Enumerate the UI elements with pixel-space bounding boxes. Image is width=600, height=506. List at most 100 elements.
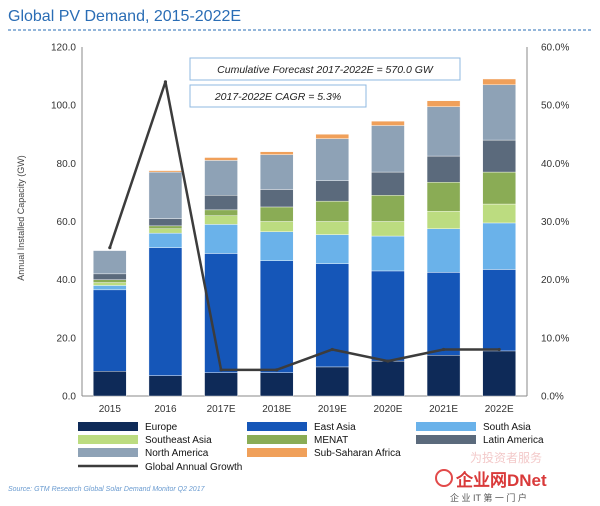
growth-point: [219, 368, 223, 372]
growth-point: [275, 368, 279, 372]
legend-swatch-south-asia: [416, 422, 476, 431]
legend-label-sub-saharan-africa: Sub-Saharan Africa: [314, 448, 401, 459]
bar-segment-south-asia-2020e: [371, 235, 405, 272]
bar-segment-menat-2017e: [204, 209, 238, 216]
bar-segment-menat-2018e: [259, 206, 294, 222]
bar-segment-europe-2018e: [259, 372, 294, 397]
growth-point: [163, 80, 168, 84]
bar-segment-europe-2017e: [204, 372, 238, 397]
bar-segment-north-america-2017e: [204, 160, 238, 196]
y-tick-label: 100.0: [51, 101, 76, 112]
bar-segment-sub-saharan-africa-2017e: [204, 157, 238, 161]
growth-point: [330, 347, 334, 352]
bar-segment-sub-saharan-africa-2019e: [315, 134, 350, 139]
y2-tick-label: 10.0%: [541, 333, 569, 344]
y2-tick-label: 20.0%: [541, 275, 569, 286]
chart-title: Global PV Demand, 2015-2022E: [8, 8, 241, 25]
x-tick-label: 2022E: [485, 404, 514, 415]
bar-segment-southeast-asia-2015: [93, 282, 127, 286]
x-tick-label: 2021E: [429, 404, 458, 415]
legend-label-north-america: North America: [145, 448, 209, 459]
legend-label-europe: Europe: [145, 422, 178, 433]
legend-swatch-europe: [78, 422, 138, 431]
growth-point: [441, 347, 446, 352]
bar-segment-south-asia-2019e: [315, 234, 350, 264]
legend-swatch-east-asia: [247, 422, 307, 431]
bar-segment-east-asia-2022e: [482, 269, 516, 352]
bar-segment-southeast-asia-2021e: [426, 211, 461, 229]
bar-segment-sub-saharan-africa-2018e: [259, 151, 294, 155]
growth-point: [386, 359, 390, 363]
bar-segment-east-asia-2015: [93, 289, 127, 372]
x-tick-label: 2016: [154, 404, 177, 415]
bar-segment-europe-2019e: [315, 366, 350, 397]
bar-segment-latin-america-2017e: [204, 195, 238, 211]
bar-segment-menat-2019e: [315, 200, 350, 222]
bar-segment-east-asia-2020e: [371, 270, 405, 362]
legend-swatch-sub-saharan-africa: [247, 448, 307, 457]
bar-segment-menat-2021e: [426, 182, 461, 212]
legend-swatch-latin-america: [416, 435, 476, 444]
source-note: Source: GTM Research Global Solar Demand…: [8, 486, 206, 493]
y2-tick-label: 30.0%: [541, 217, 569, 228]
y-tick-label: 60.0: [57, 217, 77, 228]
bar-segment-south-asia-2022e: [482, 222, 516, 270]
y-tick-label: 120.0: [51, 43, 76, 54]
annotation-box-cagr: [189, 84, 367, 108]
growth-point: [497, 347, 501, 352]
bar-segment-north-america-2022e: [482, 84, 516, 141]
bar-segment-latin-america-2021e: [426, 155, 461, 183]
bar-segment-latin-america-2020e: [371, 171, 405, 196]
bar-segment-southeast-asia-2016: [148, 228, 183, 234]
bar-segment-europe-2022e: [482, 350, 516, 397]
bar-segment-north-america-2015: [93, 250, 127, 275]
bar-segment-sub-saharan-africa-2022e: [482, 78, 516, 86]
bar-segment-east-asia-2021e: [426, 272, 461, 356]
growth-line: [108, 80, 500, 372]
y-tick-label: 0.0: [62, 392, 76, 403]
bar-segment-north-america-2018e: [259, 154, 294, 190]
y2-tick-label: 40.0%: [541, 159, 569, 170]
bar-segment-europe-2020e: [371, 360, 405, 397]
bar-segment-southeast-asia-2018e: [259, 221, 294, 232]
y-tick-label: 80.0: [57, 159, 77, 170]
x-tick-label: 2020E: [373, 404, 402, 415]
watermark-faded-text: 为投资者服务: [470, 450, 542, 465]
y2-tick-label: 50.0%: [541, 101, 569, 112]
y-tick-label: 40.0: [57, 275, 77, 286]
watermark-logo-icon: [435, 469, 453, 487]
bar-segment-europe-2016: [148, 375, 183, 397]
legend-label-south-asia: South Asia: [483, 422, 531, 433]
y-tick-label: 20.0: [57, 333, 77, 344]
bar-segment-menat-2022e: [482, 171, 516, 205]
legend-label-southeast-asia: Southeast Asia: [145, 435, 212, 446]
bar-segment-north-america-2020e: [371, 125, 405, 173]
bar-segment-north-america-2021e: [426, 106, 461, 157]
bar-segment-north-america-2016: [148, 171, 183, 219]
bar-segment-south-asia-2017e: [204, 224, 238, 254]
bar-segment-sub-saharan-africa-2016: [148, 170, 183, 173]
y2-tick-label: 0.0%: [541, 392, 564, 403]
legend-label-menat: MENAT: [314, 435, 348, 446]
legend-swatch-north-america: [78, 448, 138, 457]
y-axis-label: Annual Installed Capacity (GW): [16, 155, 26, 281]
x-tick-label: 2019E: [318, 404, 347, 415]
bar-segment-latin-america-2016: [148, 218, 183, 227]
bar-segment-europe-2015: [93, 371, 127, 397]
bar-segment-menat-2015: [93, 279, 127, 283]
bar-segment-south-asia-2015: [93, 285, 127, 291]
legend-swatch-menat: [247, 435, 307, 444]
bar-segment-latin-america-2019e: [315, 180, 350, 202]
bar-segment-menat-2020e: [371, 195, 405, 222]
bar-segment-southeast-asia-2019e: [315, 221, 350, 235]
bar-segment-southeast-asia-2017e: [204, 215, 238, 225]
bar-segment-southeast-asia-2022e: [482, 203, 516, 224]
bar-segment-latin-america-2018e: [259, 189, 294, 208]
bar-segment-south-asia-2016: [148, 232, 183, 248]
legend: Europe East Asia South Asia Southeast As…: [78, 422, 544, 473]
x-tick-label: 2018E: [262, 404, 291, 415]
bar-segment-latin-america-2022e: [482, 139, 516, 173]
bar-segment-south-asia-2021e: [426, 228, 461, 273]
bar-segment-latin-america-2015: [93, 273, 127, 280]
